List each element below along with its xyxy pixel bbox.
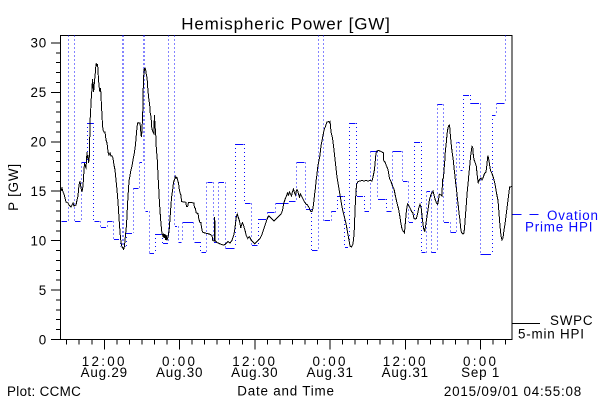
svg-text:20: 20	[31, 135, 48, 150]
svg-text:Aug.29: Aug.29	[81, 365, 128, 380]
svg-text:5: 5	[39, 283, 47, 298]
svg-text:Aug.30: Aug.30	[231, 365, 278, 380]
svg-text:Sep 1: Sep 1	[461, 365, 500, 380]
svg-text:30: 30	[31, 36, 48, 51]
svg-text:P [GW]: P [GW]	[6, 163, 21, 211]
svg-text:Aug.31: Aug.31	[306, 365, 353, 380]
svg-text:5-min HPI: 5-min HPI	[518, 327, 585, 342]
svg-text:25: 25	[31, 85, 48, 100]
svg-text:12:00: 12:00	[232, 354, 277, 369]
svg-text:15: 15	[31, 184, 48, 199]
svg-text:0:00: 0:00	[463, 354, 498, 369]
svg-text:0:00: 0:00	[312, 354, 347, 369]
svg-text:Aug.31: Aug.31	[382, 365, 429, 380]
svg-text:Hemispheric Power [GW]: Hemispheric Power [GW]	[181, 15, 391, 34]
svg-text:10: 10	[31, 233, 48, 248]
svg-text:0: 0	[39, 332, 47, 347]
svg-text:Ovation: Ovation	[547, 208, 599, 223]
svg-text:Plot: CCMC: Plot: CCMC	[7, 384, 81, 399]
svg-text:Prime HPI: Prime HPI	[525, 220, 593, 235]
svg-text:Date and Time: Date and Time	[237, 384, 334, 399]
svg-text:12:00: 12:00	[82, 354, 127, 369]
svg-text:Aug.30: Aug.30	[156, 365, 203, 380]
svg-text:2015/09/01 04:55:08: 2015/09/01 04:55:08	[444, 384, 582, 399]
svg-text:12:00: 12:00	[383, 354, 428, 369]
svg-text:0:00: 0:00	[162, 354, 197, 369]
svg-text:SWPC: SWPC	[550, 313, 593, 328]
